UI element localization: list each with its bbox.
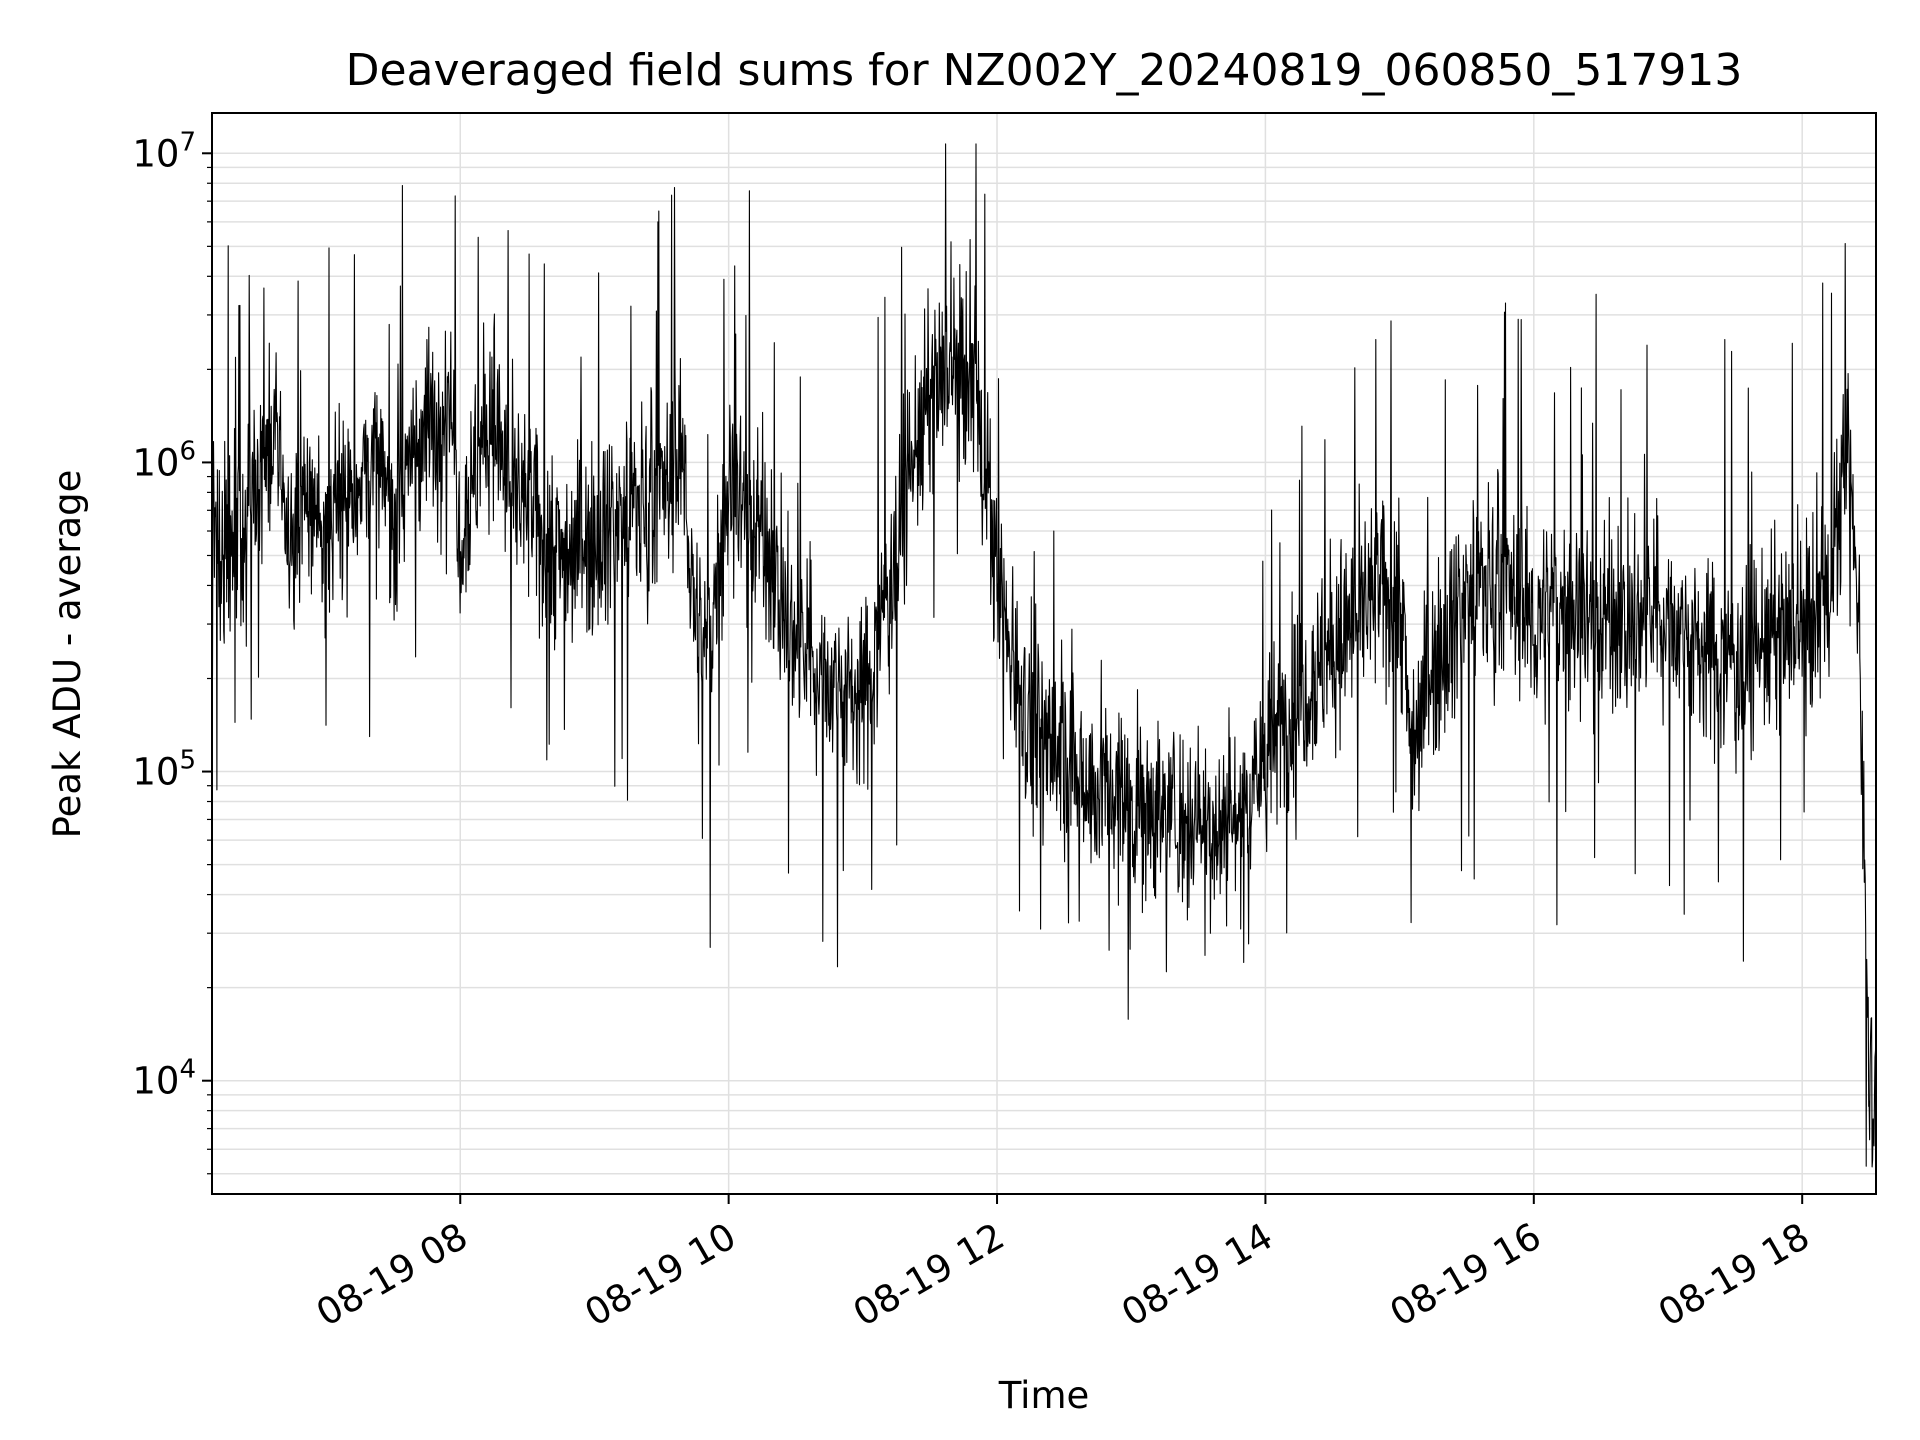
- x-axis-label: Time: [998, 1374, 1090, 1417]
- data-line: [211, 143, 1877, 1168]
- y-axis: 104 105 106 107: [132, 127, 212, 1175]
- plot-frame: [211, 112, 1877, 1195]
- y-tick-label: 105: [132, 746, 196, 794]
- y-axis-label: Peak ADU - average: [46, 470, 89, 839]
- y-tick-label: 106: [132, 436, 196, 484]
- y-tick-label: 107: [132, 127, 196, 175]
- data-series-line: [211, 143, 1877, 1168]
- chart-title: Deaveraged field sums for NZ002Y_2024081…: [346, 45, 1743, 96]
- y-tick-label: 104: [132, 1055, 196, 1103]
